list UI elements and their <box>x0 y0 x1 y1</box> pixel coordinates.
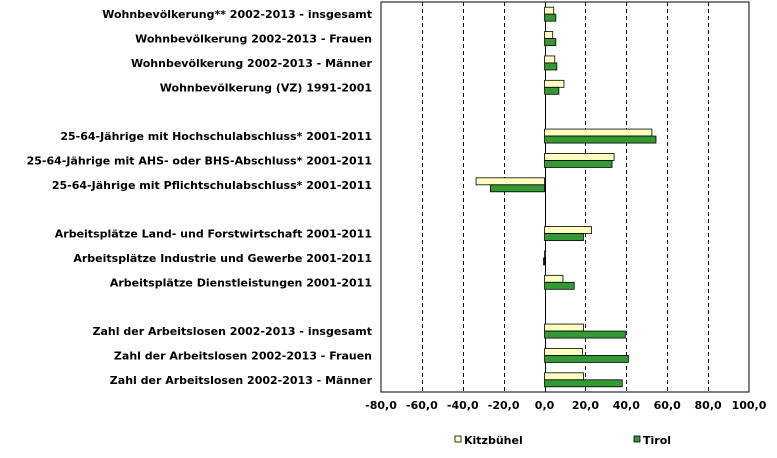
category-label: Arbeitsplätze Land- und Forstwirtschaft … <box>55 228 372 241</box>
bar-kitzbuehel <box>544 31 554 39</box>
grid-lines <box>380 1 750 393</box>
bar-kitzbuehel <box>544 6 555 15</box>
x-tick-label: 100,0 <box>732 399 767 412</box>
category-label: Zahl der Arbeitslosen 2002-2013 - Männer <box>110 374 373 387</box>
category-labels: Wohnbevölkerung** 2002-2013 - insgesamt W… <box>27 8 373 387</box>
x-tick-label: 20,0 <box>572 399 599 412</box>
category-label: Wohnbevölkerung (VZ) 1991-2001 <box>160 81 372 94</box>
category-label: Wohnbevölkerung 2002-2013 - Männer <box>131 57 373 70</box>
category-label: Zahl der Arbeitslosen 2002-2013 - Frauen <box>114 349 372 362</box>
x-tick-label: -20,0 <box>488 399 520 412</box>
x-tick-label: 40,0 <box>613 399 640 412</box>
bar-kitzbuehel <box>544 323 584 332</box>
legend-label: Tirol <box>643 434 671 447</box>
bar-kitzbuehel <box>544 79 565 88</box>
bar-tirol <box>544 233 584 241</box>
x-axis-tick-labels: -80,0 -60,0 -40,0 -20,0 0,0 20,0 40,0 60,0 80,0 1… <box>365 399 767 412</box>
category-label: 25-64-Jährige mit Pflichtschulabschluss*… <box>52 179 372 192</box>
bar-kitzbuehel <box>544 348 583 356</box>
bar-tirol <box>544 38 557 46</box>
bar-kitzbuehel <box>544 250 546 259</box>
category-label: 25-64-Jährige mit AHS- oder BHS-Abschlus… <box>27 154 372 167</box>
legend: Kitzbühel Tirol <box>454 434 671 447</box>
bar-kitzbuehel <box>544 55 556 64</box>
x-tick-label: -80,0 <box>365 399 397 412</box>
bar-kitzbuehel <box>475 177 545 186</box>
x-tick-label: 60,0 <box>654 399 681 412</box>
x-tick-label: -40,0 <box>447 399 479 412</box>
bar-tirol <box>544 281 575 290</box>
legend-swatch <box>454 435 462 443</box>
bar-tirol <box>544 13 557 22</box>
bar-kitzbuehel <box>544 128 653 137</box>
plot-area-border <box>380 1 750 393</box>
bar-tirol <box>543 257 545 266</box>
category-label: Wohnbevölkerung** 2002-2013 - insgesamt <box>102 8 372 21</box>
bar-tirol <box>544 135 657 144</box>
legend-swatch <box>633 435 641 443</box>
category-label: Arbeitsplätze Dienstleistungen 2001-2011 <box>110 276 372 289</box>
bar-tirol <box>544 160 613 168</box>
category-label: 25-64-Jährige mit Hochschulabschluss* 20… <box>60 130 372 143</box>
bar-tirol <box>544 355 629 363</box>
category-label: Zahl der Arbeitslosen 2002-2013 - insges… <box>93 325 372 338</box>
bar-kitzbuehel <box>544 274 564 283</box>
bar-tirol <box>544 379 623 388</box>
bar-tirol <box>544 330 626 339</box>
bar-tirol <box>489 184 545 193</box>
bar-kitzbuehel <box>544 372 584 381</box>
bar-kitzbuehel <box>544 153 615 161</box>
x-tick-label: 0,0 <box>535 399 555 412</box>
bar-kitzbuehel <box>544 226 592 234</box>
category-label: Wohnbevölkerung 2002-2013 - Frauen <box>135 33 372 46</box>
category-label: Arbeitsplätze Industrie und Gewerbe 2001… <box>73 252 372 265</box>
legend-label: Kitzbühel <box>464 434 523 447</box>
x-tick-label: 80,0 <box>695 399 722 412</box>
x-tick-label: -60,0 <box>406 399 438 412</box>
bar-tirol <box>544 62 558 71</box>
bars <box>475 6 657 388</box>
bar-tirol <box>544 86 560 95</box>
